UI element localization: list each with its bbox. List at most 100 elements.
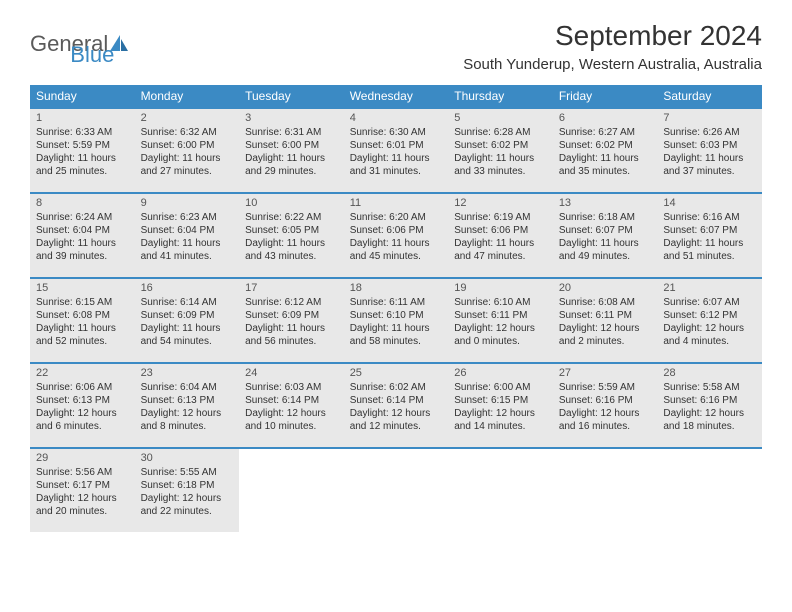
daylight-text-1: Daylight: 11 hours — [663, 237, 756, 250]
daylight-text-2: and 2 minutes. — [559, 335, 652, 348]
sunset-text: Sunset: 6:13 PM — [141, 394, 234, 407]
calendar-cell — [239, 448, 344, 532]
calendar-page: General Blue September 2024 South Yunder… — [0, 0, 792, 552]
daylight-text-1: Daylight: 11 hours — [245, 322, 338, 335]
daylight-text-2: and 4 minutes. — [663, 335, 756, 348]
daylight-text-1: Daylight: 12 hours — [454, 322, 547, 335]
daylight-text-2: and 39 minutes. — [36, 250, 129, 263]
day-number: 8 — [36, 197, 129, 209]
calendar-cell: 2Sunrise: 6:32 AMSunset: 6:00 PMDaylight… — [135, 108, 240, 193]
sunrise-text: Sunrise: 6:22 AM — [245, 211, 338, 224]
day-number: 10 — [245, 197, 338, 209]
daylight-text-1: Daylight: 12 hours — [559, 407, 652, 420]
day-number: 22 — [36, 367, 129, 379]
day-cell: 6Sunrise: 6:27 AMSunset: 6:02 PMDaylight… — [553, 109, 658, 192]
daylight-text-1: Daylight: 11 hours — [454, 152, 547, 165]
sunrise-text: Sunrise: 6:02 AM — [350, 381, 443, 394]
calendar-cell: 5Sunrise: 6:28 AMSunset: 6:02 PMDaylight… — [448, 108, 553, 193]
sunrise-text: Sunrise: 6:30 AM — [350, 126, 443, 139]
day-number: 23 — [141, 367, 234, 379]
daylight-text-2: and 54 minutes. — [141, 335, 234, 348]
day-number: 1 — [36, 112, 129, 124]
daylight-text-2: and 29 minutes. — [245, 165, 338, 178]
calendar-cell: 25Sunrise: 6:02 AMSunset: 6:14 PMDayligh… — [344, 363, 449, 448]
sunset-text: Sunset: 6:09 PM — [245, 309, 338, 322]
daylight-text-2: and 41 minutes. — [141, 250, 234, 263]
daylight-text-2: and 0 minutes. — [454, 335, 547, 348]
day-number: 17 — [245, 282, 338, 294]
calendar-cell: 17Sunrise: 6:12 AMSunset: 6:09 PMDayligh… — [239, 278, 344, 363]
empty-cell — [448, 449, 553, 523]
calendar-cell: 15Sunrise: 6:15 AMSunset: 6:08 PMDayligh… — [30, 278, 135, 363]
day-cell: 24Sunrise: 6:03 AMSunset: 6:14 PMDayligh… — [239, 364, 344, 447]
weekday-saturday: Saturday — [657, 85, 762, 108]
empty-cell — [657, 449, 762, 523]
daylight-text-1: Daylight: 12 hours — [350, 407, 443, 420]
daylight-text-2: and 56 minutes. — [245, 335, 338, 348]
sunrise-text: Sunrise: 6:23 AM — [141, 211, 234, 224]
sunset-text: Sunset: 6:07 PM — [559, 224, 652, 237]
daylight-text-1: Daylight: 11 hours — [245, 152, 338, 165]
sunset-text: Sunset: 6:05 PM — [245, 224, 338, 237]
day-number: 29 — [36, 452, 129, 464]
daylight-text-2: and 47 minutes. — [454, 250, 547, 263]
calendar-cell: 13Sunrise: 6:18 AMSunset: 6:07 PMDayligh… — [553, 193, 658, 278]
day-number: 6 — [559, 112, 652, 124]
daylight-text-2: and 35 minutes. — [559, 165, 652, 178]
daylight-text-2: and 14 minutes. — [454, 420, 547, 433]
sunset-text: Sunset: 6:08 PM — [36, 309, 129, 322]
weekday-wednesday: Wednesday — [344, 85, 449, 108]
day-cell: 26Sunrise: 6:00 AMSunset: 6:15 PMDayligh… — [448, 364, 553, 447]
sunrise-text: Sunrise: 6:26 AM — [663, 126, 756, 139]
daylight-text-2: and 43 minutes. — [245, 250, 338, 263]
day-cell: 23Sunrise: 6:04 AMSunset: 6:13 PMDayligh… — [135, 364, 240, 447]
calendar-cell: 24Sunrise: 6:03 AMSunset: 6:14 PMDayligh… — [239, 363, 344, 448]
day-cell: 20Sunrise: 6:08 AMSunset: 6:11 PMDayligh… — [553, 279, 658, 362]
day-number: 26 — [454, 367, 547, 379]
calendar-cell: 14Sunrise: 6:16 AMSunset: 6:07 PMDayligh… — [657, 193, 762, 278]
sunset-text: Sunset: 6:18 PM — [141, 479, 234, 492]
day-cell: 25Sunrise: 6:02 AMSunset: 6:14 PMDayligh… — [344, 364, 449, 447]
weekday-friday: Friday — [553, 85, 658, 108]
daylight-text-2: and 16 minutes. — [559, 420, 652, 433]
sunset-text: Sunset: 6:16 PM — [663, 394, 756, 407]
day-number: 25 — [350, 367, 443, 379]
sunrise-text: Sunrise: 6:03 AM — [245, 381, 338, 394]
day-number: 21 — [663, 282, 756, 294]
day-number: 27 — [559, 367, 652, 379]
calendar-cell: 22Sunrise: 6:06 AMSunset: 6:13 PMDayligh… — [30, 363, 135, 448]
daylight-text-1: Daylight: 12 hours — [663, 407, 756, 420]
sunset-text: Sunset: 6:13 PM — [36, 394, 129, 407]
calendar-cell: 10Sunrise: 6:22 AMSunset: 6:05 PMDayligh… — [239, 193, 344, 278]
day-number: 18 — [350, 282, 443, 294]
calendar-cell — [657, 448, 762, 532]
day-number: 20 — [559, 282, 652, 294]
calendar-cell: 16Sunrise: 6:14 AMSunset: 6:09 PMDayligh… — [135, 278, 240, 363]
sunset-text: Sunset: 6:17 PM — [36, 479, 129, 492]
daylight-text-1: Daylight: 12 hours — [36, 407, 129, 420]
daylight-text-1: Daylight: 11 hours — [36, 322, 129, 335]
daylight-text-1: Daylight: 11 hours — [350, 152, 443, 165]
calendar-cell — [448, 448, 553, 532]
weekday-sunday: Sunday — [30, 85, 135, 108]
day-number: 4 — [350, 112, 443, 124]
daylight-text-1: Daylight: 11 hours — [454, 237, 547, 250]
day-number: 24 — [245, 367, 338, 379]
daylight-text-1: Daylight: 12 hours — [454, 407, 547, 420]
empty-cell — [553, 449, 658, 523]
sunset-text: Sunset: 5:59 PM — [36, 139, 129, 152]
sunset-text: Sunset: 6:10 PM — [350, 309, 443, 322]
sunset-text: Sunset: 6:09 PM — [141, 309, 234, 322]
sunrise-text: Sunrise: 5:55 AM — [141, 466, 234, 479]
sunrise-text: Sunrise: 5:58 AM — [663, 381, 756, 394]
calendar-cell: 21Sunrise: 6:07 AMSunset: 6:12 PMDayligh… — [657, 278, 762, 363]
day-cell: 17Sunrise: 6:12 AMSunset: 6:09 PMDayligh… — [239, 279, 344, 362]
day-cell: 12Sunrise: 6:19 AMSunset: 6:06 PMDayligh… — [448, 194, 553, 277]
sunset-text: Sunset: 6:03 PM — [663, 139, 756, 152]
day-cell: 11Sunrise: 6:20 AMSunset: 6:06 PMDayligh… — [344, 194, 449, 277]
daylight-text-1: Daylight: 12 hours — [141, 492, 234, 505]
daylight-text-2: and 22 minutes. — [141, 505, 234, 518]
day-cell: 29Sunrise: 5:56 AMSunset: 6:17 PMDayligh… — [30, 449, 135, 532]
daylight-text-2: and 51 minutes. — [663, 250, 756, 263]
daylight-text-1: Daylight: 12 hours — [663, 322, 756, 335]
